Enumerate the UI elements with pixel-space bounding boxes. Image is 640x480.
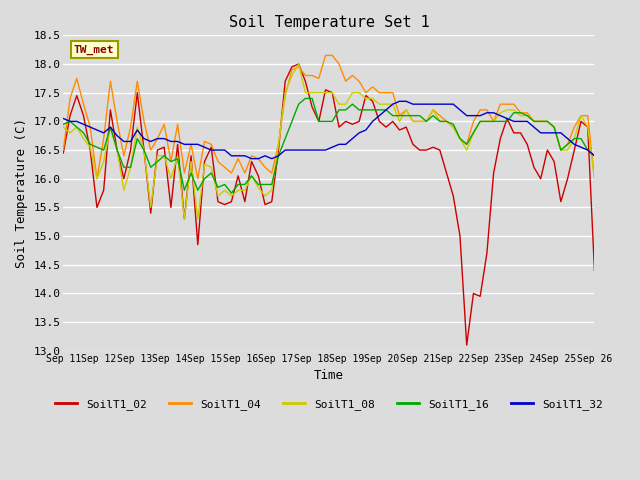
Text: TW_met: TW_met bbox=[74, 45, 115, 55]
Legend: SoilT1_02, SoilT1_04, SoilT1_08, SoilT1_16, SoilT1_32: SoilT1_02, SoilT1_04, SoilT1_08, SoilT1_… bbox=[51, 395, 607, 415]
Title: Soil Temperature Set 1: Soil Temperature Set 1 bbox=[228, 15, 429, 30]
Y-axis label: Soil Temperature (C): Soil Temperature (C) bbox=[15, 118, 28, 268]
X-axis label: Time: Time bbox=[314, 369, 344, 382]
